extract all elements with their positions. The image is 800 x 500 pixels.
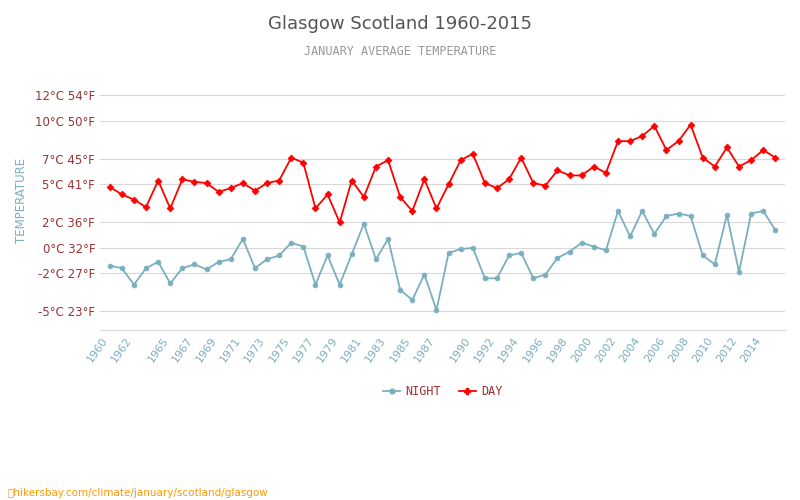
NIGHT [432,307,442,313]
NIGHT [553,255,562,261]
Legend: NIGHT, DAY: NIGHT, DAY [378,380,507,402]
Text: 📍hikersbay.com/climate/january/scotland/glasgow: 📍hikersbay.com/climate/january/scotland/… [8,488,269,498]
DAY [529,180,538,186]
DAY [492,185,502,191]
DAY [335,220,345,226]
Text: JANUARY AVERAGE TEMPERATURE: JANUARY AVERAGE TEMPERATURE [304,45,496,58]
DAY [117,192,126,198]
NIGHT [117,265,126,271]
NIGHT [613,208,622,214]
NIGHT [638,208,647,214]
NIGHT [770,227,780,233]
Text: Glasgow Scotland 1960-2015: Glasgow Scotland 1960-2015 [268,15,532,33]
DAY [770,154,780,160]
DAY [686,122,695,128]
DAY [105,184,114,190]
DAY [626,138,635,144]
NIGHT [105,262,114,268]
Y-axis label: TEMPERATURE: TEMPERATURE [15,158,28,243]
Line: DAY: DAY [107,122,778,225]
NIGHT [347,251,357,257]
DAY [359,194,369,200]
Line: NIGHT: NIGHT [107,208,778,312]
DAY [553,168,562,173]
NIGHT [492,276,502,281]
NIGHT [529,276,538,281]
